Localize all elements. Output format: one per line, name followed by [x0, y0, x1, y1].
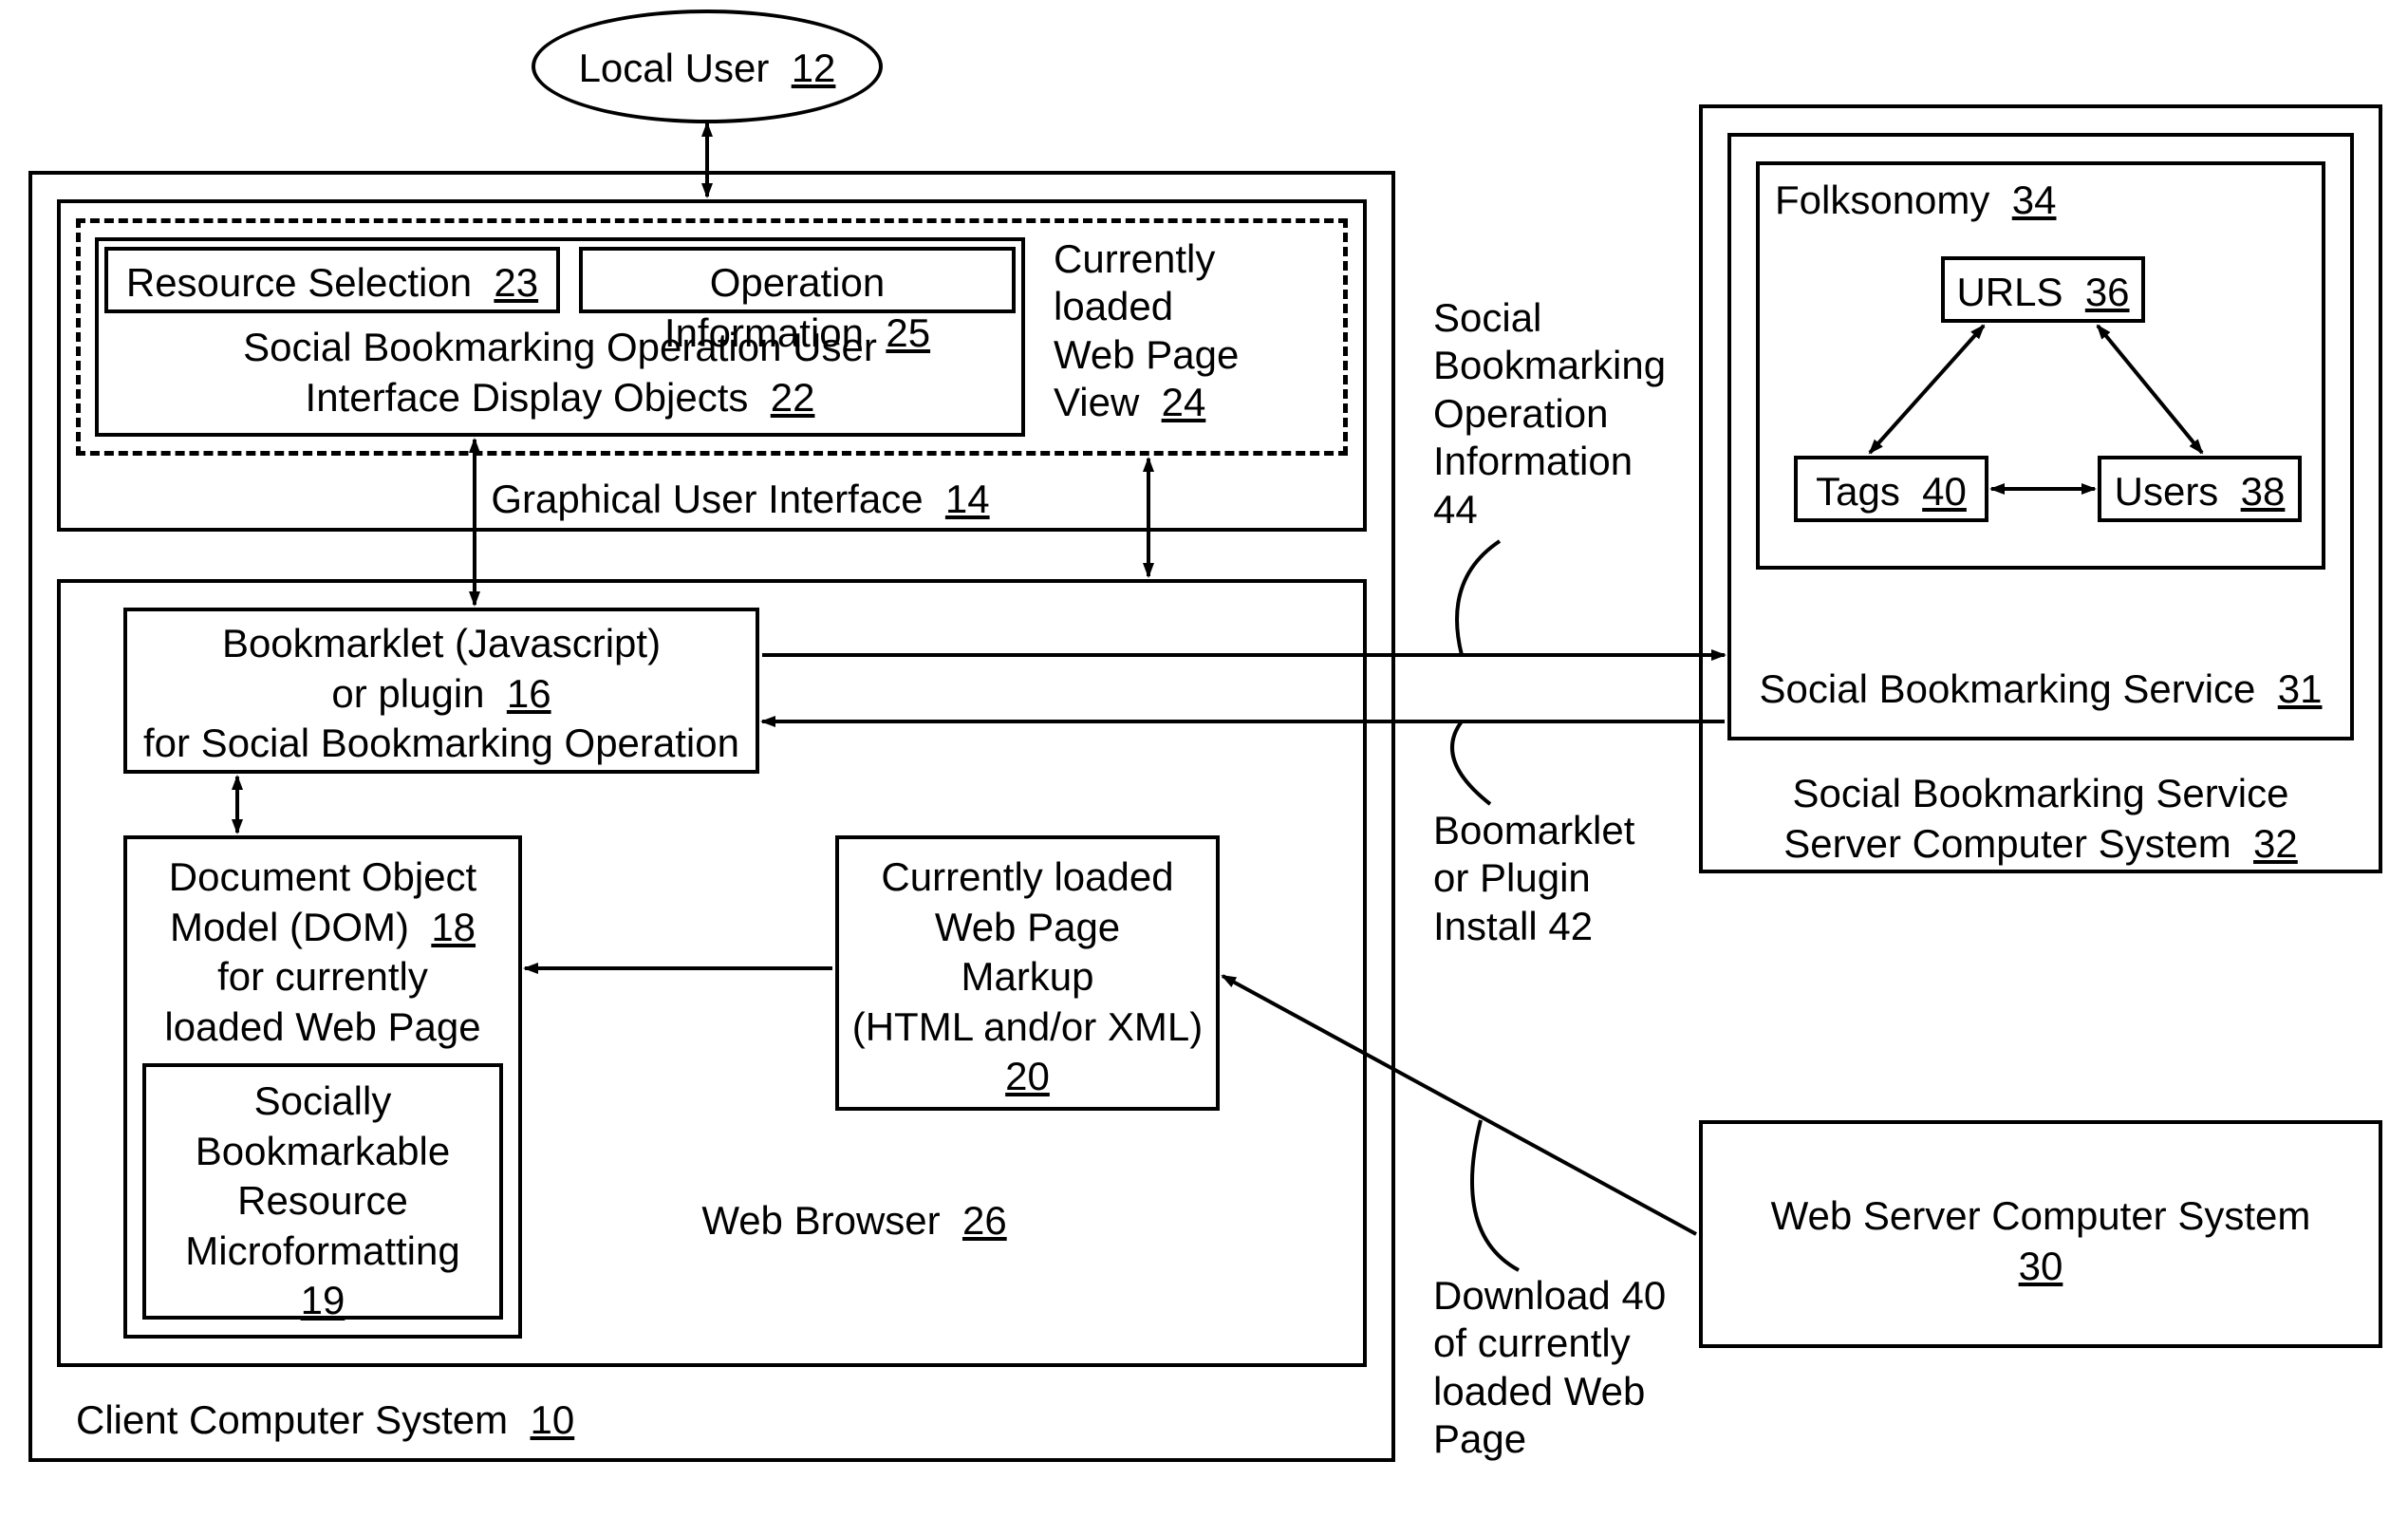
callout-44-label: SocialBookmarkingOperationInformation44: [1433, 294, 1689, 534]
microformatting-label: Socially Bookmarkable Resource Microform…: [142, 1077, 503, 1326]
local-user-label: Local User 12: [532, 44, 883, 94]
resource-selection-label: Resource Selection 23: [104, 258, 560, 309]
tags-label: Tags 40: [1794, 467, 1988, 517]
operation-information-label: Operation Information 25: [579, 258, 1016, 358]
sb-server-label: Social Bookmarking ServiceServer Compute…: [1718, 769, 2363, 869]
web-browser-label: Web Browser 26: [664, 1196, 1044, 1246]
markup-label: Currently loaded Web Page Markup (HTML a…: [835, 852, 1220, 1102]
callout-40-label: Download 40of currentlyloaded WebPage: [1433, 1272, 1699, 1464]
callout-42-label: Boomarkletor PluginInstall 42: [1433, 807, 1689, 950]
folksonomy-label: Folksonomy 34: [1775, 176, 2155, 226]
dom-label: Document Object Model (DOM) 18 for curre…: [123, 852, 522, 1052]
urls-label: URLS 36: [1941, 268, 2145, 318]
gui-label: Graphical User Interface 14: [408, 475, 1073, 525]
bookmarklet-label: Bookmarklet (Javascript) or plugin 16 fo…: [123, 619, 759, 769]
client-computer-system-label: Client Computer System 10: [76, 1396, 645, 1446]
web-server-label: Web Server Computer System30: [1718, 1191, 2363, 1291]
currently-loaded-view-label: CurrentlyloadedWeb PageView 24: [1054, 235, 1329, 427]
users-label: Users 38: [2098, 467, 2302, 517]
sb-service-label: Social Bookmarking Service 31: [1746, 665, 2335, 715]
